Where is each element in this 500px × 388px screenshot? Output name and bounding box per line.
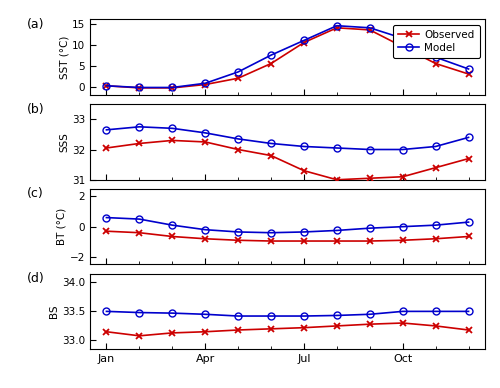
Y-axis label: SSS: SSS [59, 132, 69, 152]
Text: (a): (a) [27, 18, 44, 31]
Y-axis label: BS: BS [49, 305, 59, 318]
Legend: Observed, Model: Observed, Model [393, 24, 480, 58]
Text: (d): (d) [27, 272, 44, 285]
Text: (b): (b) [27, 102, 44, 116]
Y-axis label: SST (°C): SST (°C) [59, 36, 69, 79]
Text: (c): (c) [27, 187, 44, 200]
Y-axis label: BT (°C): BT (°C) [57, 208, 67, 245]
